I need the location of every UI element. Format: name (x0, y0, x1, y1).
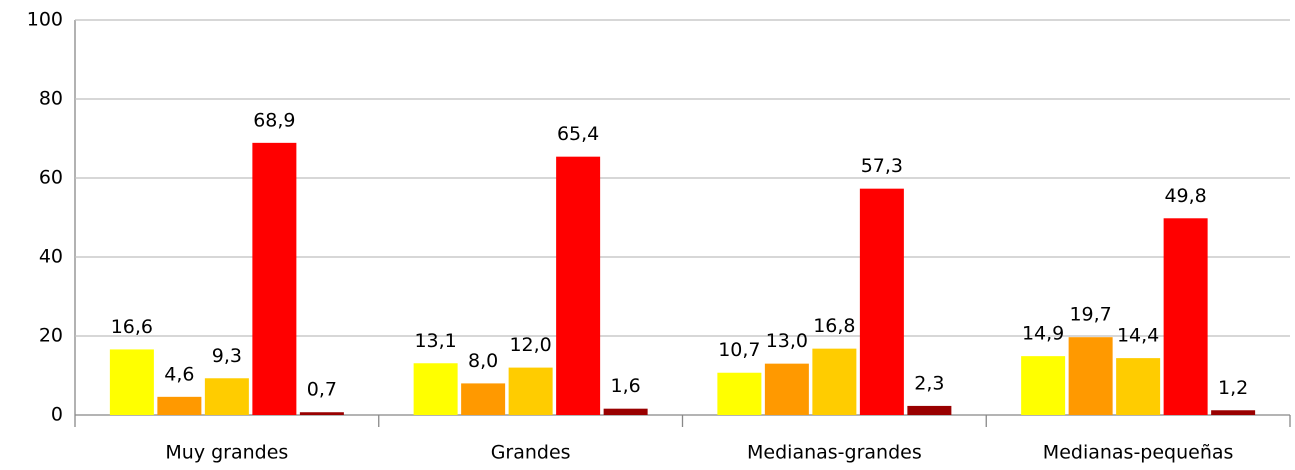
bar (812, 348, 857, 415)
y-tick-label: 0 (51, 404, 63, 426)
value-label: 13,1 (414, 330, 456, 352)
y-tick-label: 100 (27, 9, 63, 31)
value-label: 2,3 (914, 372, 944, 394)
value-label: 1,2 (1218, 377, 1248, 399)
y-tick-label: 60 (39, 167, 63, 189)
bar (299, 412, 344, 415)
value-label: 9,3 (212, 345, 242, 367)
x-tick-label: Medianas-grandes (747, 442, 922, 464)
value-label: 49,8 (1164, 185, 1206, 207)
bar (461, 383, 506, 415)
bar (859, 188, 904, 415)
value-label: 1,6 (611, 375, 641, 397)
bar (717, 372, 762, 415)
value-label: 68,9 (253, 109, 295, 131)
bar (1068, 337, 1113, 415)
x-tick-label: Grandes (491, 442, 571, 464)
bar (1021, 356, 1066, 415)
value-label: 14,4 (1117, 325, 1159, 347)
y-tick-label: 80 (39, 88, 63, 110)
y-tick-label: 20 (39, 325, 63, 347)
bar (1211, 410, 1256, 415)
bar (556, 156, 601, 416)
value-label: 57,3 (861, 155, 903, 177)
value-label: 4,6 (164, 363, 194, 385)
value-label: 19,7 (1069, 304, 1111, 326)
bar (1163, 218, 1208, 415)
bar (603, 408, 648, 415)
bar (157, 396, 202, 415)
value-label: 13,0 (766, 330, 808, 352)
bar (109, 349, 154, 415)
bar (764, 363, 809, 415)
bar (413, 363, 458, 415)
value-label: 14,9 (1022, 323, 1064, 345)
bar (907, 405, 952, 415)
value-label: 10,7 (718, 339, 760, 361)
value-label: 8,0 (468, 350, 498, 372)
bar (252, 142, 297, 415)
x-tick-label: Medianas-pequeñas (1043, 442, 1234, 464)
bar (1116, 358, 1161, 415)
y-tick-label: 40 (39, 246, 63, 268)
value-label: 16,8 (813, 315, 855, 337)
x-tick-label: Muy grandes (165, 442, 288, 464)
value-label: 16,6 (111, 316, 153, 338)
value-label: 65,4 (557, 123, 599, 145)
bar (508, 367, 553, 415)
value-label: 0,7 (307, 379, 337, 401)
value-label: 12,0 (509, 334, 551, 356)
bar (204, 378, 249, 415)
